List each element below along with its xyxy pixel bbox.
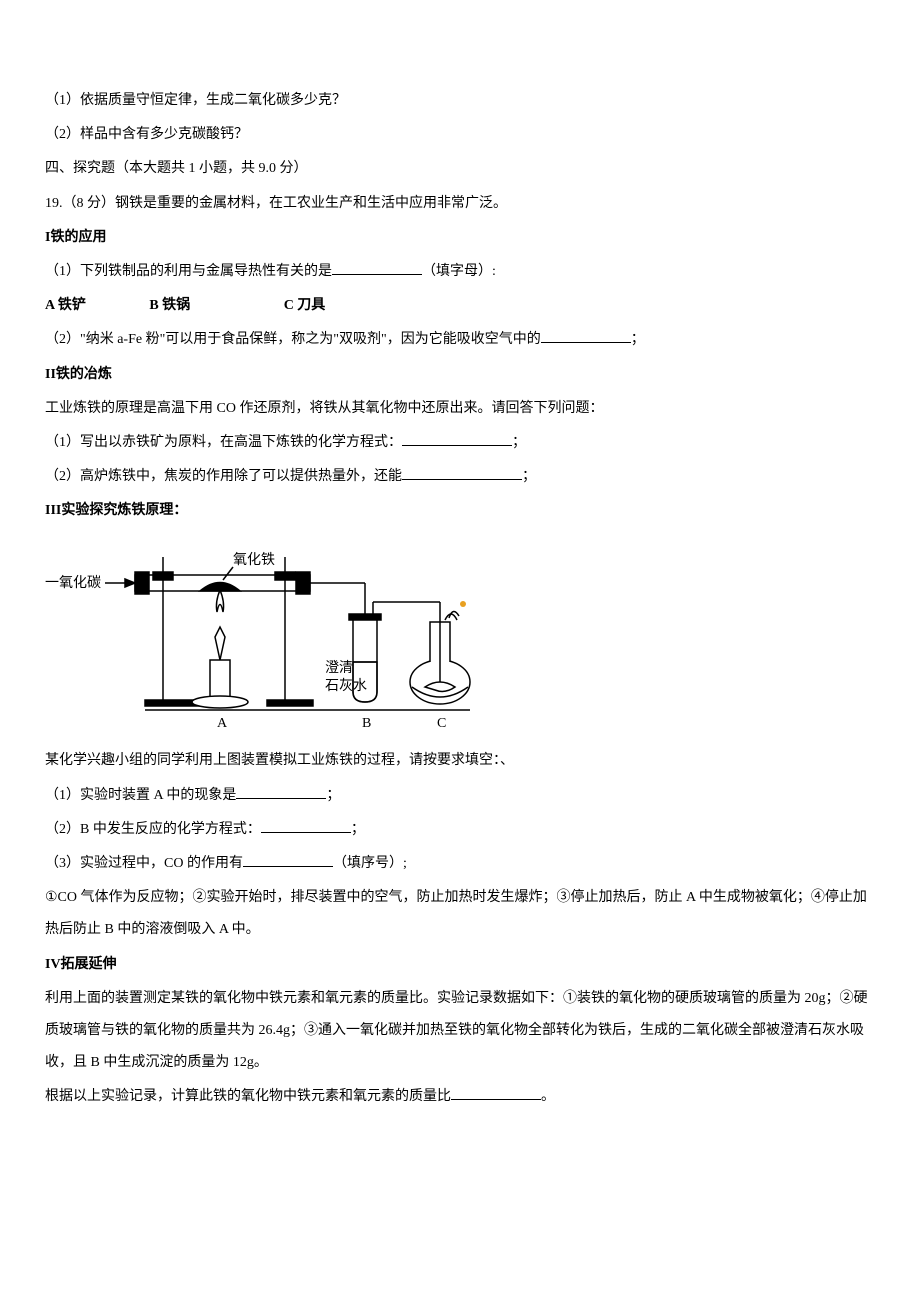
part-iv-text: 利用上面的装置测定某铁的氧化物中铁元素和氧元素的质量比。实验记录数据如下：①装铁… xyxy=(45,983,875,1080)
blank-iii-2 xyxy=(261,819,351,833)
part-iii-title: III实验探究炼铁原理： xyxy=(45,495,875,527)
part-ii-q2: （2）高炉炼铁中，焦炭的作用除了可以提供热量外，还能 ； xyxy=(45,461,875,493)
part-iii-q3: （3）实验过程中，CO 的作用有 （填序号）; xyxy=(45,848,875,880)
part-ii-q1-post: ； xyxy=(512,435,526,450)
part-ii-title: II铁的冶炼 xyxy=(45,359,875,391)
label-b: B xyxy=(362,716,371,731)
part-iii-q1: （1）实验时装置 A 中的现象是 ； xyxy=(45,780,875,812)
part-iii-q2-pre: （2）B 中发生反应的化学方程式： xyxy=(45,822,261,837)
part-iii-q2-post: ； xyxy=(351,822,365,837)
blank-i-1 xyxy=(332,261,422,275)
apparatus-svg: 一氧化碳 氧化铁 xyxy=(45,542,475,737)
apparatus-diagram: 一氧化碳 氧化铁 xyxy=(45,542,875,737)
part-ii-q1: （1）写出以赤铁矿为原料，在高温下炼铁的化学方程式： ； xyxy=(45,427,875,459)
part-i-q1: （1）下列铁制品的利用与金属导热性有关的是 （填字母）: xyxy=(45,256,875,288)
blank-ii-1 xyxy=(402,432,512,446)
part-ii-q2-post: ； xyxy=(522,469,536,484)
part-ii-intro: 工业炼铁的原理是高温下用 CO 作还原剂，将铁从其氧化物中还原出来。请回答下列问… xyxy=(45,393,875,425)
part-iii-q3-pre: （3）实验过程中，CO 的作用有 xyxy=(45,856,243,871)
question-1: （1）依据质量守恒定律，生成二氧化碳多少克？ xyxy=(45,85,875,117)
part-i-q2: （2）"纳米 a-Fe 粉"可以用于食品保鲜，称之为"双吸剂"，因为它能吸收空气… xyxy=(45,324,875,356)
blank-ii-2 xyxy=(402,466,522,480)
part-iii-q1-pre: （1）实验时装置 A 中的现象是 xyxy=(45,788,236,803)
blank-iv xyxy=(451,1086,541,1100)
part-iii-intro: 某化学兴趣小组的同学利用上图装置模拟工业炼铁的过程，请按要求填空：、 xyxy=(45,745,875,777)
option-b: B 铁锅 xyxy=(149,298,190,313)
part-iv-title: IV拓展延伸 xyxy=(45,949,875,981)
part-iv-q-pre: 根据以上实验记录，计算此铁的氧化物中铁元素和氧元素的质量比 xyxy=(45,1089,451,1104)
part-iii-options: ①CO 气体作为反应物；②实验开始时，排尽装置中的空气，防止加热时发生爆炸；③停… xyxy=(45,882,875,946)
part-iii-q2: （2）B 中发生反应的化学方程式： ； xyxy=(45,814,875,846)
part-ii-q1-pre: （1）写出以赤铁矿为原料，在高温下炼铁的化学方程式： xyxy=(45,435,402,450)
option-a: A 铁铲 xyxy=(45,298,86,313)
part-i-q1-pre: （1）下列铁制品的利用与金属导热性有关的是 xyxy=(45,264,332,279)
part-i-title: I铁的应用 xyxy=(45,222,875,254)
label-co: 一氧化碳 xyxy=(45,575,101,591)
q19-header: 19.（8 分）钢铁是重要的金属材料，在工农业生产和生活中应用非常广泛。 xyxy=(45,188,875,220)
part-iv-q: 根据以上实验记录，计算此铁的氧化物中铁元素和氧元素的质量比 。 xyxy=(45,1081,875,1113)
label-c: C xyxy=(437,716,446,731)
part-iii-q1-post: ； xyxy=(326,788,340,803)
label-limewater-2: 石灰水 xyxy=(325,678,367,694)
question-2: （2）样品中含有多少克碳酸钙？ xyxy=(45,119,875,151)
label-fe2o3: 氧化铁 xyxy=(233,552,275,568)
option-c: C 刀具 xyxy=(284,298,326,313)
blank-iii-3 xyxy=(243,853,333,867)
part-i-q1-post: （填字母）: xyxy=(422,264,496,279)
label-a: A xyxy=(217,716,228,731)
section-4-header: 四、探究题（本大题共 1 小题，共 9.0 分） xyxy=(45,153,875,185)
part-i-q2-pre: （2）"纳米 a-Fe 粉"可以用于食品保鲜，称之为"双吸剂"，因为它能吸收空气… xyxy=(45,332,541,347)
part-i-q2-post: ； xyxy=(631,332,645,347)
blank-i-2 xyxy=(541,329,631,343)
part-i-options: A 铁铲 B 铁锅 C 刀具 xyxy=(45,290,875,322)
part-ii-q2-pre: （2）高炉炼铁中，焦炭的作用除了可以提供热量外，还能 xyxy=(45,469,402,484)
part-iii-q3-post: （填序号）; xyxy=(333,856,407,871)
label-limewater-1: 澄清 xyxy=(325,660,353,676)
part-iv-q-post: 。 xyxy=(541,1089,555,1104)
blank-iii-1 xyxy=(236,785,326,799)
